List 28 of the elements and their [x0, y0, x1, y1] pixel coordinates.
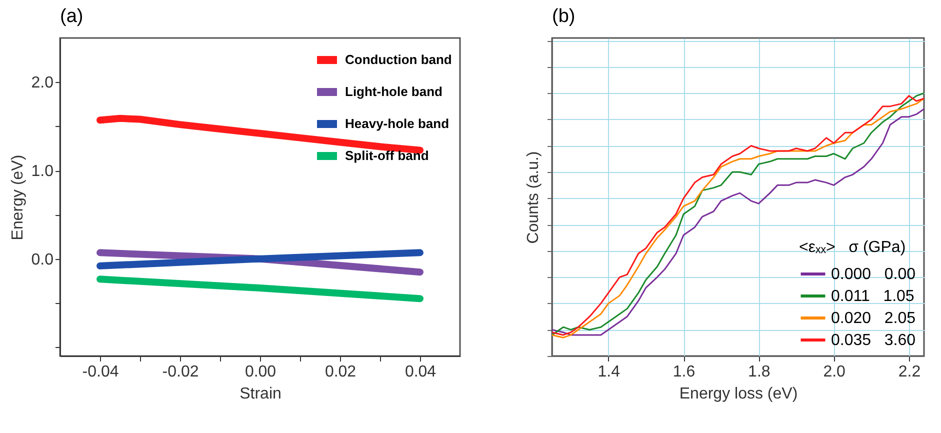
legend-label: Heavy-hole band — [345, 116, 450, 131]
x-tick-label: -0.04 — [82, 364, 119, 380]
y-tick-label: 0.0 — [31, 251, 54, 268]
legend-label: Conduction band — [345, 52, 452, 67]
legend-label: 0.011 1.05 — [831, 288, 914, 305]
x-tick-label: 0.04 — [404, 364, 436, 380]
y-axis-title: Counts (a.u.) — [525, 151, 542, 244]
chart-title: (a) — [60, 6, 84, 27]
legend-label: Split-off band — [345, 148, 429, 163]
x-tick-label: 1.4 — [598, 364, 620, 380]
y-tick-label: 2.0 — [31, 74, 54, 92]
x-tick-label: 2.2 — [898, 364, 921, 380]
legend-label: 0.035 3.60 — [831, 332, 916, 349]
legend-label: Light-hole band — [345, 84, 443, 99]
legend-title: <εₓₓ> σ (GPa) — [799, 239, 906, 256]
x-tick-label: 2.0 — [823, 364, 846, 380]
x-axis-title: Energy loss (eV) — [679, 386, 798, 402]
x-tick-label: 0.02 — [324, 364, 356, 380]
x-tick-label: 1.6 — [672, 364, 696, 380]
y-axis-title: Energy (eV) — [9, 154, 26, 240]
legend-label: 0.000 0.00 — [831, 266, 916, 283]
x-tick-label: 0.00 — [244, 364, 276, 380]
chart-title: (b) — [552, 6, 576, 27]
x-tick-label: -0.02 — [162, 364, 199, 380]
legend-label: 0.020 2.05 — [831, 310, 916, 327]
x-tick-label: 1.8 — [748, 364, 770, 380]
y-tick-label: 1.0 — [31, 163, 54, 180]
x-axis-title: Strain — [240, 386, 282, 402]
